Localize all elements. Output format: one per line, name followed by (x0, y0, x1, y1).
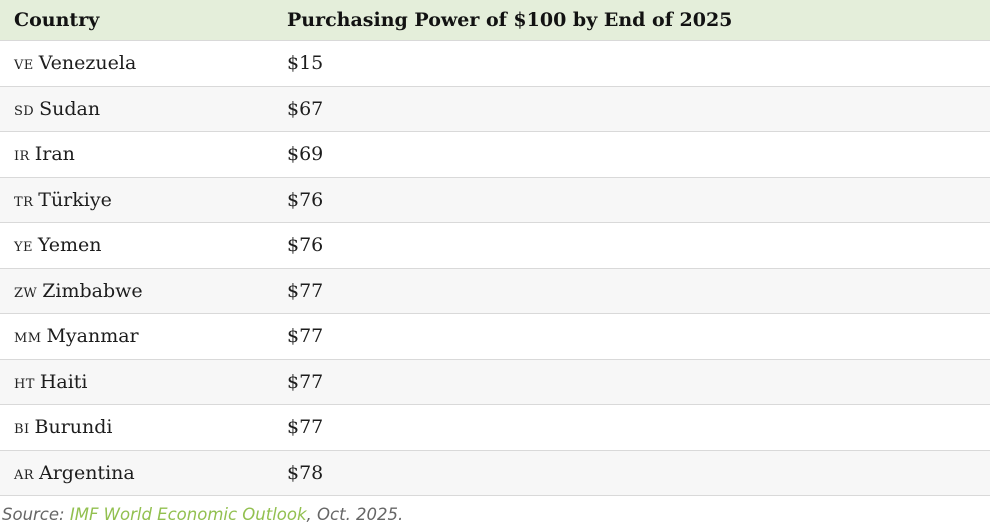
country-name: Yemen (37, 234, 102, 257)
country-code: ZW (14, 285, 38, 301)
value-cell: $77 (287, 279, 324, 302)
country-cell: HT Haiti (0, 371, 273, 393)
source-link[interactable]: IMF World Economic Outlook (69, 504, 307, 524)
value-cell: $69 (287, 143, 324, 166)
value-cell: $15 (287, 52, 324, 75)
country-cell: MM Myanmar (0, 325, 273, 347)
table-row: AR Argentina $78 (0, 450, 990, 496)
source-line: Source: IMF World Economic Outlook, Oct.… (0, 496, 990, 530)
country-cell: SD Sudan (0, 98, 273, 120)
country-name: Haiti (39, 370, 88, 393)
table-row: BI Burundi $77 (0, 405, 990, 451)
value-cell: $67 (287, 97, 324, 120)
country-code: BI (14, 422, 30, 438)
table-row: HT Haiti $77 (0, 359, 990, 405)
table-header-row: Country Purchasing Power of $100 by End … (0, 0, 990, 41)
value-cell: $77 (287, 325, 324, 348)
table-row: SD Sudan $67 (0, 86, 990, 132)
table-row: VE Venezuela $15 (0, 41, 990, 87)
country-name: Venezuela (38, 52, 137, 75)
value-cell: $78 (287, 461, 324, 484)
country-cell: TR Türkiye (0, 189, 273, 211)
country-cell: IR Iran (0, 143, 273, 165)
country-code: IR (14, 149, 30, 165)
country-code: VE (14, 58, 34, 74)
country-cell: YE Yemen (0, 234, 273, 256)
country-name: Argentina (38, 461, 135, 484)
country-code: SD (14, 103, 35, 119)
value-cell: $77 (287, 370, 324, 393)
country-name: Myanmar (46, 325, 139, 348)
country-name: Sudan (39, 97, 101, 120)
table-row: MM Myanmar $77 (0, 314, 990, 360)
column-header-purchasing-power: Purchasing Power of $100 by End of 2025 (287, 9, 733, 31)
table-row: TR Türkiye $76 (0, 177, 990, 223)
table-row: YE Yemen $76 (0, 223, 990, 269)
country-name: Zimbabwe (42, 279, 143, 302)
source-prefix: Source: (2, 504, 70, 524)
country-code: HT (14, 376, 35, 392)
value-cell: $76 (287, 234, 324, 257)
country-code: TR (14, 194, 34, 210)
country-code: YE (14, 240, 33, 256)
country-name: Türkiye (38, 188, 112, 211)
country-cell: VE Venezuela (0, 52, 273, 74)
country-name: Iran (34, 143, 75, 166)
column-header-country: Country (14, 9, 100, 31)
value-cell: $76 (287, 188, 324, 211)
country-cell: AR Argentina (0, 462, 273, 484)
country-cell: BI Burundi (0, 416, 273, 438)
country-name: Burundi (34, 416, 113, 439)
table-body: VE Venezuela $15 SD Sudan $67 IR Iran $69 T… (0, 41, 990, 496)
country-cell: ZW Zimbabwe (0, 280, 273, 302)
value-cell: $77 (287, 416, 324, 439)
source-suffix: , Oct. 2025. (306, 504, 404, 524)
table-row: ZW Zimbabwe $77 (0, 268, 990, 314)
table-row: IR Iran $69 (0, 132, 990, 178)
country-code: AR (14, 467, 34, 483)
country-code: MM (14, 331, 42, 347)
